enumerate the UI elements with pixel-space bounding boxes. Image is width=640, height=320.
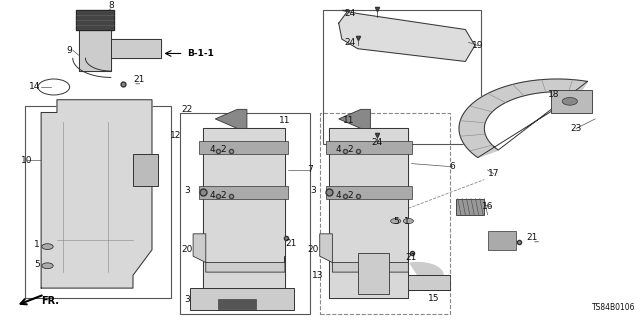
Polygon shape [79,13,111,71]
Text: 12: 12 [170,131,182,140]
Polygon shape [76,10,114,29]
Text: 20: 20 [181,245,193,254]
Polygon shape [200,186,288,199]
Circle shape [42,244,53,250]
Text: 1: 1 [404,217,410,226]
Text: 21: 21 [134,75,145,84]
Text: 17: 17 [488,169,500,178]
Polygon shape [203,129,285,298]
Polygon shape [456,199,484,215]
Polygon shape [551,90,592,113]
Polygon shape [488,231,516,250]
Text: 22: 22 [181,105,193,114]
Text: 24: 24 [344,9,355,18]
Text: 4: 4 [209,145,215,154]
Polygon shape [408,275,449,290]
Polygon shape [339,109,371,129]
Bar [180,113,310,314]
Polygon shape [200,141,288,154]
Text: 16: 16 [482,202,493,211]
Polygon shape [193,234,285,272]
Text: 11: 11 [279,116,291,125]
Text: 23: 23 [570,124,582,133]
Text: 7: 7 [307,165,313,174]
Text: 4: 4 [336,191,342,200]
Text: 1: 1 [34,241,40,250]
Text: 11: 11 [342,116,354,125]
Polygon shape [218,299,257,309]
Text: 3: 3 [184,186,189,195]
Polygon shape [111,39,161,58]
Text: 4: 4 [209,191,215,200]
Polygon shape [215,109,247,129]
Circle shape [562,98,577,105]
Text: 5: 5 [34,260,40,269]
Text: 3: 3 [184,295,189,304]
Text: 21: 21 [285,239,297,248]
Text: TS84B0106: TS84B0106 [593,303,636,312]
Circle shape [42,263,53,268]
Text: 2: 2 [348,191,353,200]
Polygon shape [339,10,475,61]
Text: 5: 5 [393,217,399,226]
Text: 21: 21 [526,233,538,242]
Polygon shape [190,288,294,310]
Polygon shape [320,234,408,272]
Text: 20: 20 [308,245,319,254]
Text: 6: 6 [450,162,456,171]
Bar [26,106,171,298]
Polygon shape [459,79,588,157]
Circle shape [390,219,401,224]
Circle shape [403,219,413,224]
Text: 18: 18 [548,91,560,100]
Text: 19: 19 [472,41,484,50]
Polygon shape [41,100,152,288]
Polygon shape [358,253,389,294]
Text: FR.: FR. [41,297,59,307]
Text: 9: 9 [67,46,72,55]
Bar [320,113,449,314]
Text: 13: 13 [312,271,324,280]
Text: 14: 14 [29,83,40,92]
Bar [323,10,481,144]
Text: 3: 3 [310,186,316,195]
Polygon shape [326,186,412,199]
Polygon shape [329,129,408,298]
Text: 15: 15 [428,294,440,303]
Text: 2: 2 [221,191,227,200]
Text: B-1-1: B-1-1 [187,49,214,58]
Polygon shape [410,262,443,279]
Text: 8: 8 [108,1,114,10]
Text: 2: 2 [221,145,227,154]
Text: 21: 21 [406,253,417,262]
Polygon shape [133,154,158,186]
Text: 4: 4 [336,145,342,154]
Text: 10: 10 [21,156,33,165]
Text: 2: 2 [348,145,353,154]
Text: 24: 24 [344,38,355,47]
Text: 24: 24 [371,138,382,147]
Polygon shape [326,141,412,154]
